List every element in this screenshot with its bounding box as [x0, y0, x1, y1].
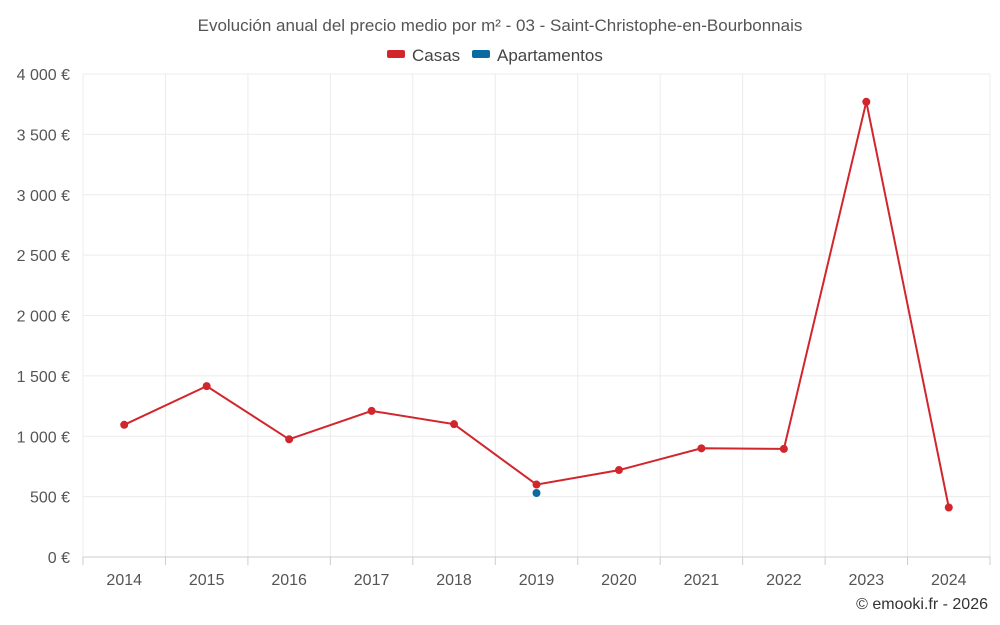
legend-swatch-casas [387, 50, 405, 58]
y-tick-label: 500 € [30, 490, 70, 507]
x-tick-label: 2014 [106, 572, 142, 589]
legend-label-casas: Casas [412, 46, 460, 65]
axes [82, 556, 991, 565]
data-point-casas[interactable] [862, 97, 871, 106]
y-tick-label: 2 000 € [17, 309, 70, 326]
x-tick-label: 2020 [601, 572, 637, 589]
y-tick-label: 1 500 € [17, 369, 70, 386]
credit-text: © emooki.fr - 2026 [856, 596, 988, 613]
gridlines [82, 73, 991, 557]
data-point-casas[interactable] [614, 466, 623, 475]
legend[interactable]: Casas Apartamentos [387, 46, 603, 65]
data-point-casas[interactable] [779, 444, 788, 453]
legend-swatch-apartamentos [472, 50, 490, 58]
data-point-casas[interactable] [285, 435, 294, 444]
data-point-casas[interactable] [944, 503, 953, 512]
x-tick-label: 2017 [354, 572, 390, 589]
data-point-casas[interactable] [120, 420, 129, 429]
y-axis-tick-labels: 0 € 500 € 1 000 € 1 500 € 2 000 € 2 500 € 3 00… [17, 67, 70, 567]
data-point-apartamentos[interactable] [532, 489, 541, 498]
y-tick-label: 3 500 € [17, 127, 70, 144]
y-tick-label: 2 500 € [17, 248, 70, 265]
x-tick-label: 2022 [766, 572, 802, 589]
data-series [120, 97, 953, 512]
x-tick-label: 2023 [849, 572, 885, 589]
data-point-casas[interactable] [697, 444, 706, 453]
data-point-casas[interactable] [367, 406, 376, 415]
chart-title: Evolución anual del precio medio por m² … [198, 16, 803, 35]
x-tick-label: 2018 [436, 572, 472, 589]
legend-label-apartamentos: Apartamentos [497, 46, 603, 65]
x-axis-tick-labels: 2014 2015 2016 2017 2018 2019 2020 2021 2022 2023… [106, 572, 966, 589]
x-tick-label: 2019 [519, 572, 555, 589]
data-point-casas[interactable] [450, 420, 459, 429]
x-tick-label: 2021 [684, 572, 720, 589]
y-tick-label: 4 000 € [17, 67, 70, 84]
legend-item-apartamentos[interactable]: Apartamentos [472, 46, 603, 65]
legend-item-casas[interactable]: Casas [387, 46, 460, 65]
x-tick-label: 2024 [931, 572, 967, 589]
y-tick-label: 3 000 € [17, 188, 70, 205]
y-tick-label: 0 € [48, 550, 70, 567]
x-tick-label: 2016 [271, 572, 307, 589]
y-tick-label: 1 000 € [17, 429, 70, 446]
data-point-casas[interactable] [532, 480, 541, 489]
data-point-casas[interactable] [202, 382, 211, 391]
x-tick-label: 2015 [189, 572, 225, 589]
